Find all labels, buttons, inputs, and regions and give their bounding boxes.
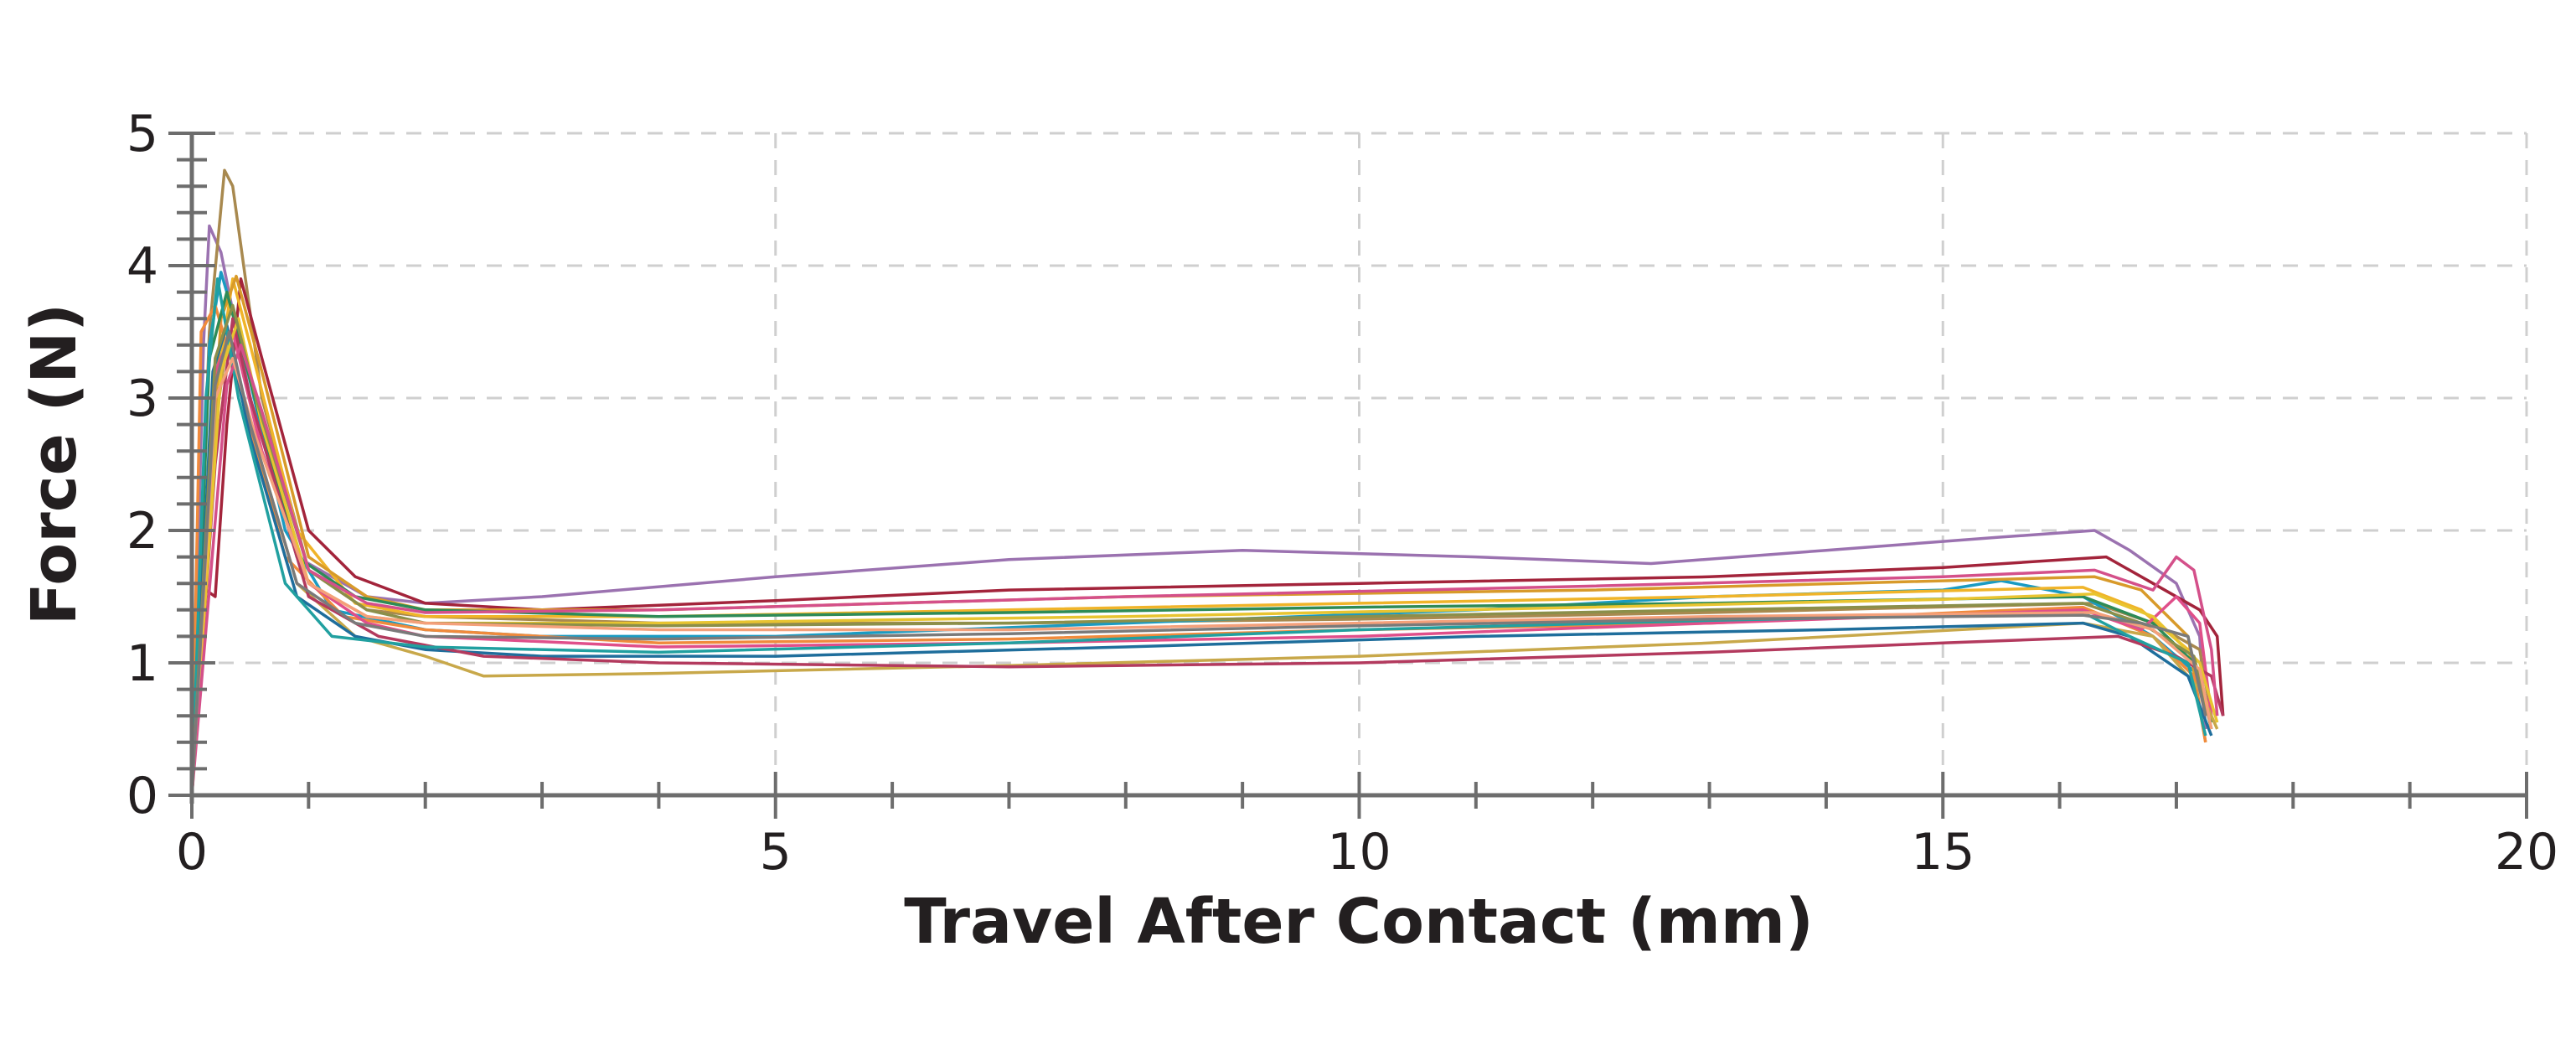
- series-line-8: [190, 290, 2213, 796]
- y-tick-label: 5: [126, 105, 158, 163]
- y-tick-label: 3: [126, 370, 158, 428]
- series-line-11: [190, 323, 2213, 796]
- y-tick-label: 4: [126, 237, 158, 296]
- axes: [168, 132, 2528, 819]
- series-line-10: [190, 344, 2219, 796]
- series-line-2: [190, 168, 2213, 796]
- tick-labels: 0 5 10 15 20 0 1 2 3 4 5: [126, 105, 2558, 882]
- y-tick-label: 1: [126, 634, 158, 693]
- grid: [192, 132, 2528, 795]
- x-tick-label: 0: [176, 823, 208, 882]
- series-line-14: [190, 317, 2219, 796]
- series-line-5: [190, 277, 2213, 796]
- series-line-13: [190, 277, 2207, 796]
- series-group: [190, 168, 2225, 796]
- x-tick-label: 10: [1327, 823, 1391, 882]
- x-tick-label: 15: [1911, 823, 1975, 882]
- x-axis-title: Travel After Contact (mm): [904, 886, 1814, 958]
- y-axis-title: Force (N): [18, 303, 90, 625]
- y-tick-label: 2: [126, 502, 158, 561]
- series-line-9: [190, 330, 2213, 796]
- series-line-7: [190, 303, 2207, 796]
- series-line-4: [190, 271, 2213, 796]
- series-line-1: [190, 224, 2207, 796]
- series-line-3: [190, 277, 2225, 796]
- series-line-12: [190, 317, 2225, 796]
- series-line-18: [190, 330, 2207, 796]
- x-tick-label: 5: [760, 823, 792, 882]
- x-tick-label: 20: [2495, 823, 2558, 882]
- series-line-15: [190, 303, 2213, 796]
- y-tick-label: 0: [126, 767, 158, 825]
- series-line-6: [190, 274, 2207, 796]
- series-line-16: [190, 344, 2219, 796]
